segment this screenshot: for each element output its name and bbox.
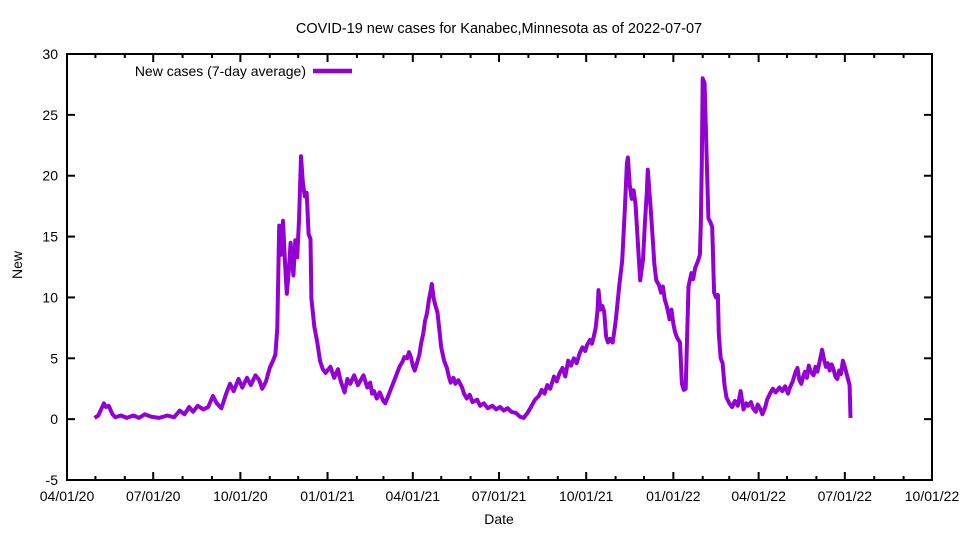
x-tick-label: 10/01/22 — [905, 488, 960, 504]
x-tick-label: 01/01/22 — [646, 488, 701, 504]
x-tick-label: 07/01/22 — [818, 488, 873, 504]
plot-border — [66, 53, 933, 481]
y-axis-label: New — [9, 250, 25, 279]
x-tick-label: 04/01/20 — [40, 488, 95, 504]
y-tick-label: 0 — [50, 411, 58, 427]
x-tick-label: 10/01/20 — [213, 488, 268, 504]
y-tick-label: 10 — [42, 289, 58, 305]
y-tick-label: 25 — [42, 107, 58, 123]
y-tick-label: 30 — [42, 46, 58, 62]
y-tick-label: 15 — [42, 229, 58, 245]
x-axis-label: Date — [484, 511, 514, 527]
chart-title: COVID-19 new cases for Kanabec,Minnesota… — [296, 21, 702, 37]
x-tick-label: 04/01/22 — [731, 488, 786, 504]
series-line-new-cases — [93, 76, 853, 420]
x-tick-label: 01/01/21 — [300, 488, 355, 504]
x-tick-label: 10/01/21 — [559, 488, 614, 504]
legend-label: New cases (7-day average) — [135, 63, 306, 79]
axis-tick-labels: -5 0 5 10 15 20 25 30 04/01/20 07/01/20 10/01/20 01… — [40, 46, 960, 504]
y-tick-label: 5 — [50, 350, 58, 366]
x-tick-label: 07/01/20 — [126, 488, 181, 504]
x-tick-label: 07/01/21 — [472, 488, 527, 504]
axis-ticks — [66, 53, 933, 481]
legend: New cases (7-day average) — [135, 63, 352, 79]
y-tick-label: 20 — [42, 168, 58, 184]
y-tick-label: -5 — [46, 472, 59, 488]
x-tick-label: 04/01/21 — [386, 488, 441, 504]
